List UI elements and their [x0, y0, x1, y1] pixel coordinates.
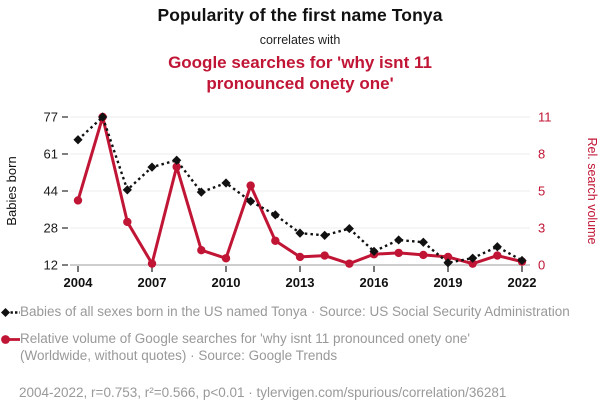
data-point-circle — [394, 248, 403, 258]
data-point-circle — [246, 181, 255, 190]
data-point-circle — [197, 246, 206, 255]
data-point-diamond — [147, 162, 157, 172]
legend-entry-searches: Relative volume of Google searches for '… — [1, 330, 586, 365]
data-point-diamond — [394, 235, 404, 245]
data-point-diamond — [270, 210, 280, 220]
legend-entry-babies-label: Babies of all sexes born in the US named… — [20, 304, 570, 319]
data-point-circle — [345, 259, 354, 268]
data-point-circle — [295, 252, 305, 262]
data-point-diamond — [172, 155, 182, 165]
data-point-circle — [493, 251, 502, 260]
right-axis-title: Rel. search volume — [585, 138, 599, 245]
x-axis-year-label: 2004 — [64, 275, 94, 290]
left-axis-title: Babies born — [4, 156, 19, 225]
data-point-circle — [147, 259, 157, 268]
data-point-diamond — [443, 258, 453, 268]
chart-title: Popularity of the first name Tonya — [157, 5, 443, 25]
data-point-circle — [123, 217, 132, 227]
data-point-diamond — [122, 185, 132, 195]
left-axis-tick-label: 44 — [44, 184, 58, 199]
left-axis-tick-label: 12 — [44, 258, 58, 273]
data-point-diamond — [98, 112, 108, 122]
chart-legend: Babies of all sexes born in the US named… — [1, 303, 586, 374]
x-axis-year-label: 2007 — [138, 275, 167, 290]
data-point-circle — [443, 252, 453, 262]
data-point-diamond — [295, 228, 305, 238]
data-point-diamond — [468, 253, 478, 263]
data-point-circle — [73, 196, 83, 205]
data-point-circle — [468, 259, 477, 268]
x-axis-year-label: 2013 — [286, 275, 315, 290]
x-axis-year-label: 2016 — [360, 275, 389, 290]
chart-grid-and-axes: 12 0 28 3 44 5 61 8 77 11 2004 2007 2010 2013 2016 2019… — [4, 110, 599, 291]
left-axis-tick-label: 61 — [44, 147, 58, 162]
data-point-diamond — [517, 255, 527, 266]
right-axis-tick-label: 8 — [538, 147, 545, 162]
right-axis-tick-label: 5 — [538, 184, 545, 199]
series-babies-born — [73, 112, 527, 268]
data-point-diamond — [492, 242, 502, 252]
x-axis-year-label: 2022 — [508, 275, 537, 290]
data-point-diamond — [73, 135, 83, 145]
right-axis-tick-label: 11 — [538, 110, 552, 125]
series-search-volume — [73, 112, 527, 268]
data-point-circle — [221, 254, 231, 263]
data-point-circle — [419, 250, 428, 260]
data-point-diamond — [221, 178, 231, 188]
left-axis-tick-label: 77 — [44, 110, 58, 125]
footer-stats-text: 2004-2022, r=0.753, r²=0.566, p<0.01 · t… — [19, 385, 507, 400]
legend-entry-searches-label: Relative volume of Google searches for '… — [20, 330, 470, 364]
data-point-diamond — [418, 237, 428, 247]
footer-stats: 2004-2022, r=0.753, r²=0.566, p<0.01 · t… — [19, 385, 506, 400]
data-point-circle — [271, 236, 280, 245]
right-axis-tick-label: 0 — [538, 258, 545, 273]
x-axis-year-label: 2019 — [434, 275, 463, 290]
data-point-diamond — [246, 196, 256, 206]
chart-header: Popularity of the first name Tonya corre… — [0, 5, 600, 94]
black-dotted-diamond-line-icon — [1, 308, 20, 317]
legend-entry-babies: Babies of all sexes born in the US named… — [1, 303, 586, 321]
red-solid-circle-line-icon — [1, 334, 20, 344]
right-axis-tick-label: 3 — [538, 221, 545, 236]
left-axis-tick-label: 28 — [44, 221, 58, 236]
data-point-circle — [320, 251, 329, 260]
data-point-diamond — [320, 230, 330, 240]
chart-connector-text: correlates with — [259, 33, 341, 47]
data-point-diamond — [344, 223, 354, 234]
data-point-diamond — [196, 187, 206, 197]
data-point-diamond — [369, 246, 379, 256]
chart-subtitle: Google searches for 'why isnt 11 pronoun… — [168, 53, 432, 94]
data-point-circle — [172, 162, 181, 171]
x-axis-year-label: 2010 — [212, 275, 241, 290]
